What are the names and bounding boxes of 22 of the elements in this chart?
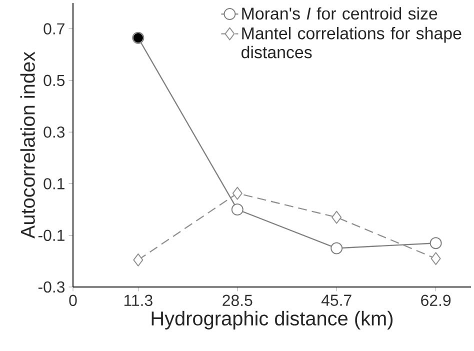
point: [430, 252, 441, 266]
x-tick-label: 11.3: [124, 294, 152, 306]
y-axis-title: Autocorrelation index: [20, 52, 35, 239]
y-tick-label: 0.7: [44, 23, 64, 34]
point: [330, 242, 343, 254]
y-tick-label: 0.1: [44, 178, 64, 190]
point: [133, 253, 144, 266]
x-tick-label: 62.9: [421, 294, 451, 306]
y-tick-label: -0.3: [38, 281, 65, 293]
y-tick-label: -0.1: [38, 230, 64, 242]
point: [430, 237, 442, 250]
legend-label: Mantel correlations for shape distances: [242, 26, 462, 58]
legend-label: Moran's I for centroid size: [242, 7, 438, 20]
x-tick-label: 28.5: [222, 294, 252, 306]
point: [232, 186, 242, 200]
x-tick-label: 45.7: [321, 294, 352, 306]
x-tick-label: 0: [69, 294, 77, 306]
point: [231, 204, 244, 216]
x-axis-title: Hydrographic distance (km): [152, 310, 393, 330]
point: [332, 210, 342, 224]
y-tick-label: 0.5: [44, 74, 65, 86]
y-tick-label: 0.3: [44, 126, 65, 138]
